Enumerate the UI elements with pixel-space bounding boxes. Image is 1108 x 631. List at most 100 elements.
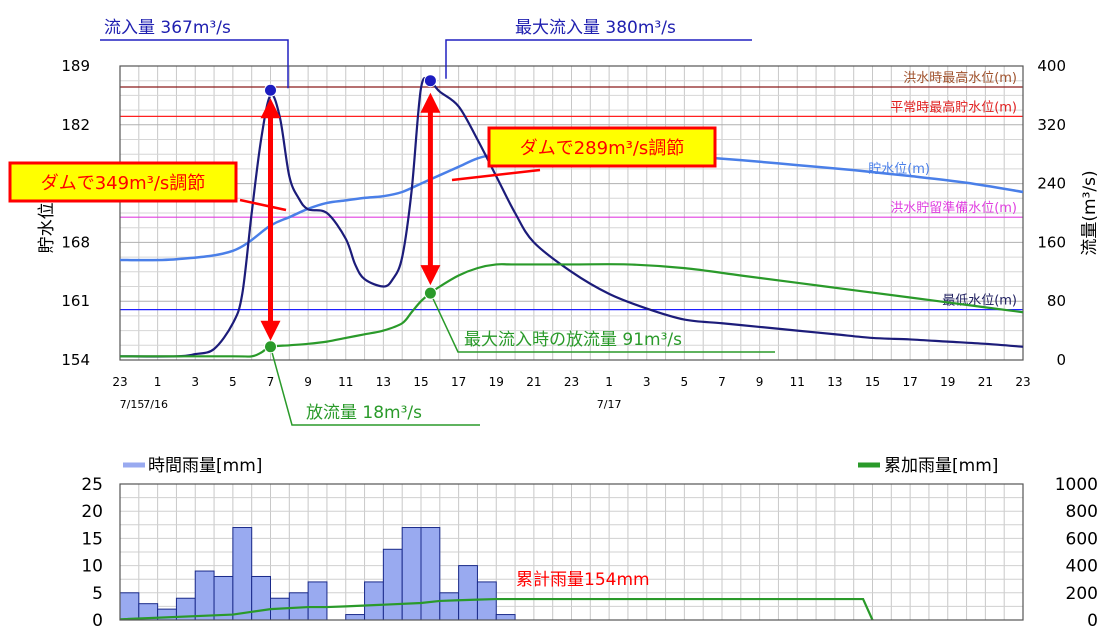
x-tick-label: 7 xyxy=(718,375,726,389)
x-tick-label: 17 xyxy=(902,375,917,389)
callout-leader-regulation1 xyxy=(239,198,287,212)
series-line-0 xyxy=(119,150,1024,262)
cumulative-rain-line xyxy=(119,597,874,621)
rain-bar xyxy=(364,581,384,621)
regulation1-text: ダムで349m³/s調節 xyxy=(41,173,206,194)
x-tick-label: 19 xyxy=(940,375,955,389)
rain-bar xyxy=(213,575,234,621)
left-tick-label: 189 xyxy=(61,57,90,75)
right-tick-label: 80 xyxy=(1047,292,1066,310)
rain-left-tick: 5 xyxy=(92,584,103,604)
reference-label-0: 洪水時最高水位(m) xyxy=(903,70,1017,86)
right-tick-label: 320 xyxy=(1037,116,1066,134)
outflow2-label: 最大流入時の放流量 91m³/s xyxy=(464,330,682,350)
callout-leader-inflow1 xyxy=(100,39,289,89)
date-label: 7/15 xyxy=(120,398,145,411)
callout-leader-regulation2 xyxy=(451,168,541,182)
rain-right-tick: 1000 xyxy=(1055,475,1098,495)
inflow-peak2-label: 最大流入量 380m³/s xyxy=(515,18,676,38)
regulation2-arrow-head-down xyxy=(420,265,441,286)
left-tick-label: 161 xyxy=(61,292,90,310)
x-tick-label: 15 xyxy=(413,375,428,389)
rain-bar xyxy=(401,527,422,621)
rain-right-tick: 0 xyxy=(1087,611,1098,631)
rain-right-tick: 200 xyxy=(1066,584,1098,604)
series-line-1 xyxy=(119,76,1024,358)
rain-bar xyxy=(307,581,328,621)
rain-left-tick: 20 xyxy=(81,502,103,522)
x-tick-label: 3 xyxy=(191,375,199,389)
outflow2-marker xyxy=(423,286,437,300)
x-tick-label: 5 xyxy=(229,375,237,389)
x-tick-label: 13 xyxy=(827,375,842,389)
x-tick-label: 5 xyxy=(681,375,689,389)
x-tick-label: 23 xyxy=(112,375,127,389)
rain-bar xyxy=(251,575,271,621)
reference-label-2: 洪水貯留準備水位(m) xyxy=(890,200,1017,216)
right-tick-label: 400 xyxy=(1037,57,1066,75)
rain-bar xyxy=(119,592,140,621)
regulation1-arrow-head-down xyxy=(260,320,281,341)
left-tick-label: 154 xyxy=(61,351,90,369)
rain-left-tick: 0 xyxy=(92,611,103,631)
callout-leader-outflow1 xyxy=(269,346,480,426)
x-tick-label: 21 xyxy=(526,375,541,389)
reference-label-1: 平常時最高貯水位(m) xyxy=(890,99,1017,115)
regulation2-box xyxy=(487,126,717,168)
x-tick-label: 13 xyxy=(376,375,391,389)
x-tick-label: 1 xyxy=(605,375,613,389)
outflow1-marker xyxy=(264,340,277,354)
regulation1-box xyxy=(8,161,238,203)
storage-series-label: 貯水位(m) xyxy=(868,162,930,177)
x-tick-label: 11 xyxy=(338,375,353,389)
legend-cumulative-label: 累加雨量[mm] xyxy=(884,456,998,476)
inflow-peak1-label: 流入量 367m³/s xyxy=(104,18,231,38)
x-tick-label: 17 xyxy=(451,375,466,389)
rain-bar xyxy=(495,614,516,621)
right-tick-label: 240 xyxy=(1037,175,1066,193)
right-tick-label: 160 xyxy=(1037,233,1066,251)
regulation2-arrow-head-up xyxy=(420,92,441,113)
rain-bar xyxy=(194,570,215,621)
inflow-peak1-marker xyxy=(264,83,277,97)
rain-left-tick: 10 xyxy=(81,557,103,577)
legend-hourly-label: 時間雨量[mm] xyxy=(148,456,262,476)
y-axis-label-right: 流量(m³/s) xyxy=(1080,170,1100,255)
callout-leader-inflow2 xyxy=(445,39,752,79)
rain-right-tick: 800 xyxy=(1066,502,1098,522)
callout-leader-outflow2 xyxy=(429,292,775,353)
x-tick-label: 21 xyxy=(978,375,993,389)
date-label: 7/16 xyxy=(143,398,168,411)
outflow1-label: 放流量 18m³/s xyxy=(306,403,422,423)
rain-bar xyxy=(476,581,497,621)
x-tick-label: 3 xyxy=(643,375,651,389)
rain-bar xyxy=(439,592,460,621)
x-tick-label: 1 xyxy=(154,375,162,389)
left-tick-label: 168 xyxy=(61,233,90,251)
x-tick-label: 7 xyxy=(267,375,275,389)
rain-bar xyxy=(345,614,366,621)
rain-right-tick: 600 xyxy=(1066,529,1098,549)
regulation2-text: ダムで289m³/s調節 xyxy=(520,138,685,159)
x-tick-label: 11 xyxy=(790,375,805,389)
rain-bar xyxy=(458,565,478,621)
rain-left-tick: 15 xyxy=(81,529,103,549)
rain-right-tick: 400 xyxy=(1066,557,1098,577)
x-tick-label: 23 xyxy=(564,375,579,389)
plot-frame xyxy=(119,65,1024,361)
rain-bar xyxy=(420,527,441,621)
rain-total-label: 累計雨量154mm xyxy=(516,570,650,590)
right-tick-label: 0 xyxy=(1056,351,1066,369)
x-tick-label: 23 xyxy=(1015,375,1030,389)
left-tick-label: 182 xyxy=(61,116,90,134)
x-tick-label: 9 xyxy=(756,375,764,389)
rain-plot-frame xyxy=(119,483,1024,621)
x-tick-label: 19 xyxy=(489,375,504,389)
x-tick-label: 9 xyxy=(304,375,312,389)
inflow-peak2-marker xyxy=(423,74,437,88)
regulation1-arrow-head-up xyxy=(260,98,281,119)
x-tick-label: 15 xyxy=(865,375,880,389)
rain-bar xyxy=(232,527,253,621)
